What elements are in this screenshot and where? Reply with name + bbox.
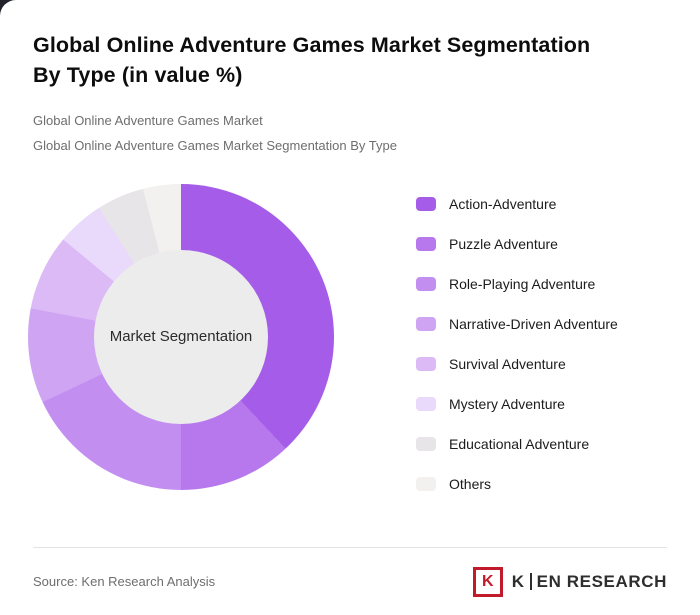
page-title-line2: By Type (in value %)	[33, 63, 243, 88]
k-logo-icon: K	[472, 566, 503, 597]
legend-item: Others	[416, 476, 618, 492]
donut-chart-wrap: Market Segmentation	[28, 183, 334, 490]
legend-item: Educational Adventure	[416, 436, 618, 452]
legend-swatch	[416, 436, 436, 451]
legend-swatch	[416, 356, 436, 371]
chart-section: Market Segmentation Action-Adventure Puzz…	[28, 183, 667, 516]
legend-label: Survival Adventure	[449, 355, 566, 372]
legend-swatch	[416, 196, 436, 211]
subtitle-segmentation: Global Online Adventure Games Market Seg…	[33, 138, 397, 154]
legend-item: Narrative-Driven Adventure	[416, 316, 618, 332]
logo-text: K EN RESEARCH	[512, 572, 667, 592]
source-text: Source: Ken Research Analysis	[33, 574, 216, 589]
footer: Source: Ken Research Analysis K K EN RES…	[33, 548, 667, 615]
legend: Action-Adventure Puzzle Adventure Role-Pla…	[416, 184, 618, 516]
logo-text-rest: EN RESEARCH	[536, 571, 667, 591]
legend-item: Puzzle Adventure	[416, 236, 618, 252]
logo-divider-bar	[529, 573, 532, 590]
legend-label: Role-Playing Adventure	[449, 275, 596, 292]
page-title-line1: Global Online Adventure Games Market Seg…	[33, 33, 591, 57]
legend-item: Role-Playing Adventure	[416, 276, 618, 292]
legend-label: Action-Adventure	[449, 195, 557, 212]
donut-center: Market Segmentation	[94, 249, 268, 424]
subtitle-market: Global Online Adventure Games Market	[33, 113, 263, 129]
legend-label: Mystery Adventure	[449, 395, 565, 412]
k-logo-letter: K	[481, 572, 494, 590]
legend-item: Survival Adventure	[416, 356, 618, 372]
legend-swatch	[416, 476, 436, 491]
footer-divider	[33, 547, 667, 548]
legend-swatch	[416, 316, 436, 331]
page-title: Global Online Adventure Games Market Seg…	[33, 30, 667, 90]
legend-item: Mystery Adventure	[416, 396, 618, 412]
legend-item: Action-Adventure	[416, 196, 618, 212]
legend-label: Puzzle Adventure	[449, 235, 558, 252]
legend-swatch	[416, 276, 436, 291]
legend-label: Narrative-Driven Adventure	[449, 315, 618, 332]
ken-research-logo: K K EN RESEARCH	[472, 566, 667, 597]
legend-swatch	[416, 236, 436, 251]
logo-text-k: K	[511, 571, 525, 591]
donut-center-label: Market Segmentation	[109, 328, 253, 346]
legend-swatch	[416, 396, 436, 411]
legend-label: Others	[449, 475, 492, 492]
legend-label: Educational Adventure	[449, 435, 590, 452]
